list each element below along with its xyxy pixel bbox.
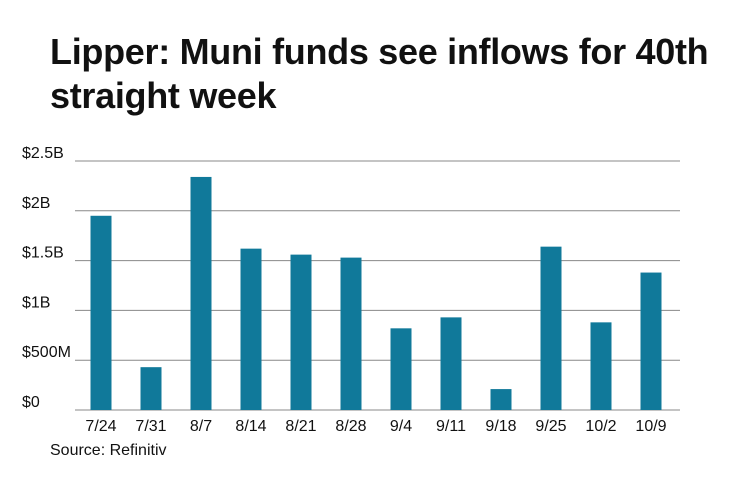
x-tick-label: 7/24 [85,418,116,435]
y-tick-label: $1.5B [22,245,64,262]
bar-9-11 [440,317,462,410]
x-tick-label: 9/11 [436,418,466,435]
x-tick-label: 10/2 [585,418,616,435]
x-tick-label: 8/21 [285,418,316,435]
y-tick-label: $2.5B [22,145,64,162]
x-tick-label: 8/28 [335,418,366,435]
bar-8-7 [190,176,212,410]
source-note: Source: Refinitiv [50,442,167,459]
bars [90,176,662,410]
x-tick-label: 10/9 [635,418,666,435]
bar-7-24 [90,215,112,410]
x-tick-label: 9/18 [485,418,516,435]
x-tick-label: 9/25 [535,418,566,435]
bar-9-25 [540,246,562,410]
y-tick-label: $0 [22,394,40,411]
y-tick-label: $1B [22,294,50,311]
x-tick-label: 7/31 [135,418,166,435]
bar-10-9 [640,272,662,410]
bar-8-14 [240,248,262,410]
bar-8-28 [340,257,362,410]
bar-7-31 [140,367,162,410]
chart-title: Lipper: Muni funds see inflows for 40th … [50,31,709,116]
x-tick-label: 8/14 [235,418,266,435]
bar-8-21 [290,254,312,410]
gridlines [75,160,680,411]
x-axis-tick-labels: 7/24 7/31 8/7 8/14 8/21 8/28 9/4 9/11 9/18 9/25 10… [85,418,666,435]
y-axis-tick-labels: $0 $500M $1B $1.5B $2B $2.5B [22,145,71,411]
x-tick-label: 9/4 [390,418,412,435]
bar-9-4 [390,328,412,410]
y-tick-label: $2B [22,195,50,212]
y-tick-label: $500M [22,344,71,361]
x-tick-label: 8/7 [190,418,212,435]
bar-10-2 [590,322,612,410]
bar-9-18 [490,389,512,410]
